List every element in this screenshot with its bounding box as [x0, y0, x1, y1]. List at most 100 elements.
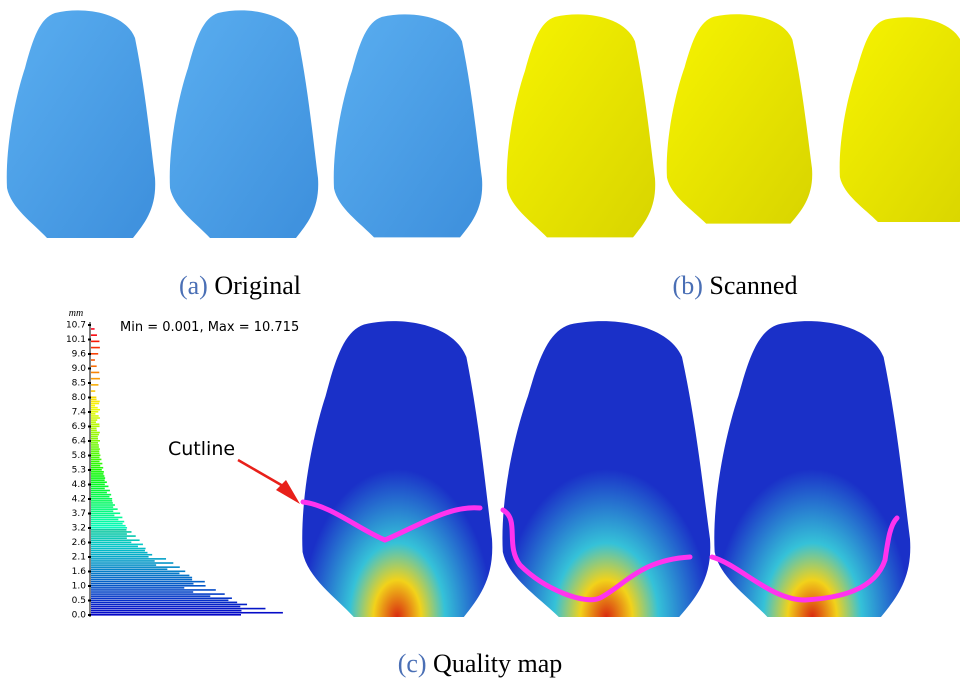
hist-bar [91, 378, 100, 380]
hist-bar [91, 589, 216, 591]
tick-label: 2.6 [72, 538, 87, 548]
hist-bar [91, 587, 184, 589]
tick-label: 0.5 [72, 596, 86, 606]
hist-bar [91, 403, 99, 405]
hist-bar [91, 600, 228, 602]
tick-mark [88, 397, 91, 399]
tick-mark [88, 411, 91, 413]
tick-mark [88, 542, 91, 544]
caption-c: (c) Quality map [398, 649, 563, 678]
hist-bar [91, 409, 100, 411]
hist-bar [91, 533, 127, 535]
tick-mark [88, 513, 91, 515]
hist-bar [91, 502, 113, 504]
tick-label: 3.7 [72, 509, 86, 519]
hist-bar [91, 430, 97, 432]
hist-bar [91, 496, 109, 498]
hist-bar [91, 546, 138, 548]
hist-bar [91, 537, 127, 539]
hist-bar [91, 579, 192, 581]
hist-bar [91, 523, 123, 525]
hist-bar [91, 612, 283, 614]
hist-bar [91, 442, 98, 444]
hist-bar [91, 554, 152, 556]
hist-bar [91, 448, 100, 450]
hist-bar [91, 471, 104, 473]
hist-bar [91, 548, 146, 550]
hist-bar [91, 459, 101, 461]
hist-bar [91, 535, 136, 537]
hist-bar [91, 488, 105, 490]
hist-bar [91, 525, 126, 527]
hist-bar [91, 573, 179, 575]
hist-bar [91, 581, 205, 583]
quality-maps [302, 321, 910, 617]
hist-bar [91, 583, 193, 585]
hist-bar [91, 527, 127, 529]
hist-bar [91, 469, 102, 471]
tick-label: 4.8 [72, 480, 87, 490]
tick-mark [88, 498, 91, 500]
hist-bar [91, 481, 107, 483]
hist-bar [91, 353, 98, 355]
hist-bar [91, 510, 113, 512]
caption-b: (b) Scanned [673, 271, 798, 300]
hist-bar [91, 334, 97, 336]
tick-label: 10.1 [66, 335, 86, 345]
tick-label: 2.1 [72, 553, 86, 563]
hist-bar [91, 556, 149, 558]
hist-bar [91, 513, 120, 515]
hist-bar [91, 473, 103, 475]
hist-bar [91, 602, 237, 604]
hist-bar [91, 397, 96, 399]
unit-label: mm [69, 308, 83, 319]
hist-bar [91, 384, 98, 386]
tick-mark [88, 600, 91, 602]
tick-label: 0.0 [72, 611, 87, 621]
tick-mark [88, 455, 91, 457]
hist-bar [91, 608, 265, 610]
tick-label: 1.6 [72, 567, 87, 577]
hist-bar [91, 359, 95, 361]
tick-mark [88, 484, 91, 486]
hist-bar [91, 562, 173, 564]
hist-bar [91, 517, 122, 519]
hist-bar [91, 421, 96, 423]
hist-bar [91, 500, 112, 502]
caption-a: (a) Original [179, 271, 301, 300]
hist-bar [91, 405, 95, 407]
tick-mark [88, 426, 91, 428]
tick-mark [88, 469, 91, 471]
tick-label: 6.9 [72, 422, 87, 432]
hist-bar [91, 597, 232, 599]
range-text: Min = 0.001, Max = 10.715 [120, 320, 299, 335]
tick-label: 5.8 [72, 451, 87, 461]
tick-mark [88, 527, 91, 529]
tick-label: 9.0 [72, 364, 87, 374]
hist-bar [91, 542, 131, 544]
hist-bar [91, 550, 145, 552]
hist-bar [91, 467, 103, 469]
histogram: 10.710.19.69.08.58.07.46.96.45.85.34.84.… [66, 321, 283, 621]
hist-bar [91, 446, 99, 448]
tick-mark [88, 440, 91, 442]
hist-bar [91, 426, 100, 428]
hist-bar [91, 401, 100, 403]
original-renders [7, 10, 482, 238]
hist-bar [91, 465, 100, 467]
hist-bar [91, 407, 98, 409]
tick-label: 7.4 [72, 408, 87, 418]
hist-bar [91, 444, 99, 446]
hist-bar [91, 575, 189, 577]
hist-bar [91, 593, 225, 595]
hist-bar [91, 544, 143, 546]
hist-bar [91, 347, 100, 349]
hist-bar [91, 508, 118, 510]
tick-label: 5.3 [72, 466, 86, 476]
scanned-renders [507, 14, 960, 237]
hist-bar [91, 450, 99, 452]
figure: (a) Original (b) Scanned Cutline 10.710.… [0, 0, 960, 684]
hist-bar [91, 461, 100, 463]
tick-mark [88, 353, 91, 355]
hist-bar [91, 372, 99, 374]
